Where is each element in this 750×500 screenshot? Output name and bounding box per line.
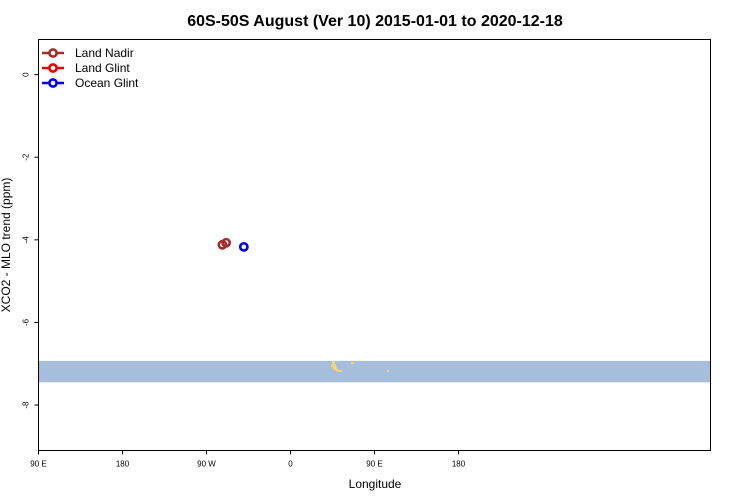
x-tick-label: 90 E [366,460,382,469]
legend-label: Land Glint [75,61,130,75]
legend-label: Land Nadir [75,46,134,60]
land-fragment [351,362,354,364]
chart-title: 60S-50S August (Ver 10) 2015-01-01 to 20… [187,13,563,30]
x-tick-label: 90 W [197,460,216,469]
x-axis-label: Longitude [349,477,402,491]
x-tick-label: 0 [288,460,293,469]
y-tick-label: -6 [22,318,31,326]
legend-marker [48,63,58,73]
y-axis: 0 -2 -4 -6 -8 [22,72,39,409]
land-fragment [331,364,336,367]
x-tick-label: 180 [116,460,130,469]
y-tick-label: -8 [22,401,31,409]
y-axis-label: XCO2 - MLO trend (ppm) [0,178,13,313]
y-tick-label: 0 [22,72,31,77]
x-axis: 90 E 180 90 W 0 90 E 180 [30,450,466,469]
data-point [238,241,249,252]
y-tick-label: -4 [22,236,31,244]
data-points [217,237,249,252]
land-fragment [332,361,335,364]
y-tick-label: -2 [22,153,31,161]
legend-marker [48,48,58,58]
land-fragment [387,370,389,372]
legend-marker [48,78,58,88]
x-tick-label: 90 E [30,460,46,469]
ocean-band [39,360,710,383]
data-point [221,237,231,248]
land-fragment [337,370,342,372]
background-map [39,360,710,383]
land-fragment [333,367,337,370]
x-tick-label: 180 [452,460,466,469]
plot-area-frame [38,39,711,451]
legend-label: Ocean Glint [75,76,139,90]
